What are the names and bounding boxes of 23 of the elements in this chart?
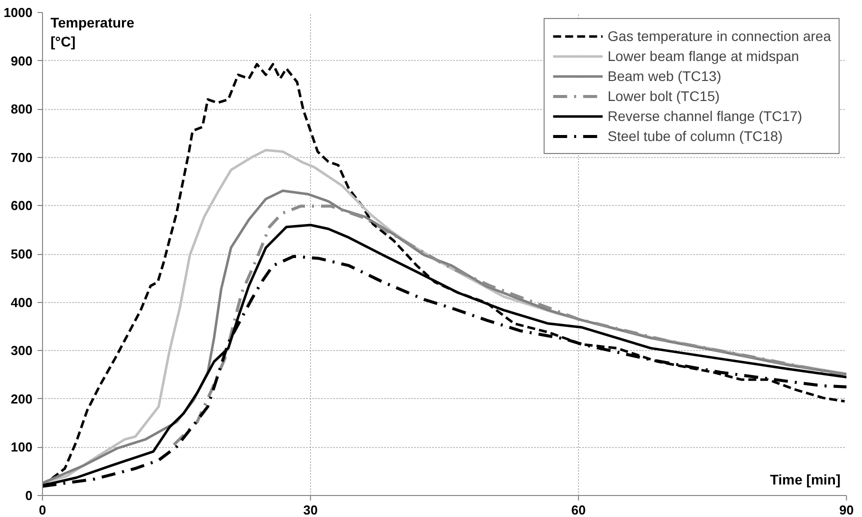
legend-label: Gas temperature in connection area xyxy=(608,27,831,45)
legend-label: Steel tube of column (TC18) xyxy=(608,127,783,145)
legend-label: Lower bolt (TC15) xyxy=(608,87,720,105)
y-axis-title: Temperature [°C] xyxy=(50,14,134,50)
y-tick-label: 800 xyxy=(10,102,33,117)
y-tick-label: 900 xyxy=(10,53,33,68)
y-tick-label: 0 xyxy=(25,488,33,503)
y-tick-label: 200 xyxy=(10,391,33,406)
x-tick-label: 90 xyxy=(839,502,854,517)
y-tick-label: 700 xyxy=(10,150,33,165)
y-tick-label: 500 xyxy=(10,246,33,262)
x-tick-label: 30 xyxy=(303,502,318,517)
x-tick-label: 60 xyxy=(571,502,586,517)
legend-label: Beam web (TC13) xyxy=(608,67,722,85)
y-tick-label: 1000 xyxy=(4,5,32,20)
y-tick-label: 300 xyxy=(10,343,33,358)
legend-label: Reverse channel flange (TC17) xyxy=(608,107,802,125)
y-tick-label: 400 xyxy=(10,294,33,310)
legend-label: Lower beam flange at midspan xyxy=(608,47,800,65)
y-tick-label: 100 xyxy=(10,440,33,455)
x-tick-label: 0 xyxy=(38,502,46,517)
y-tick-label: 600 xyxy=(10,198,33,214)
x-axis-title: Time [min] xyxy=(770,472,841,488)
